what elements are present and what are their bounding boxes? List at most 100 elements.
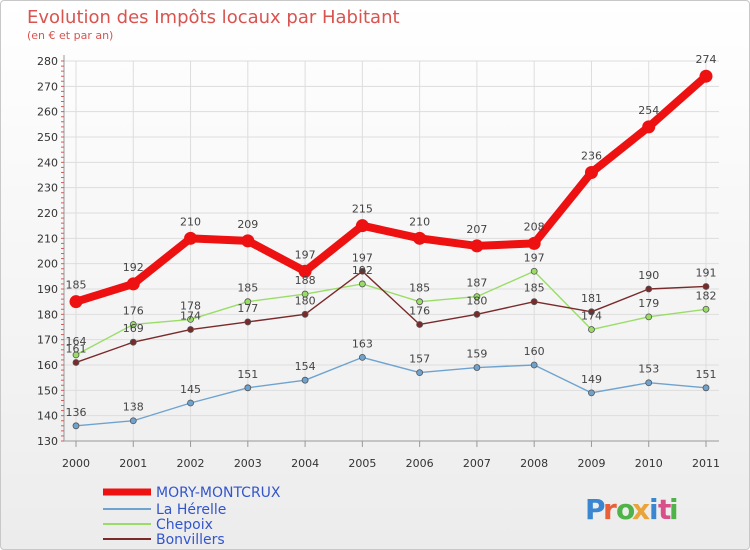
data-point xyxy=(244,318,252,326)
data-point xyxy=(244,384,252,392)
data-point xyxy=(584,165,598,179)
data-point xyxy=(530,298,538,306)
data-label: 145 xyxy=(180,383,201,396)
data-point xyxy=(645,285,653,293)
logo-letter: P xyxy=(585,493,606,526)
y-tick-label: 210 xyxy=(37,232,58,245)
series-line-bonvillers xyxy=(75,270,707,364)
data-point xyxy=(69,295,83,309)
data-label: 274 xyxy=(696,53,717,66)
data-label: 191 xyxy=(696,266,717,279)
data-point xyxy=(588,326,595,333)
data-label: 210 xyxy=(180,215,201,228)
data-label: 176 xyxy=(409,304,430,317)
data-point xyxy=(301,310,309,318)
data-label: 136 xyxy=(66,406,87,419)
data-label: 180 xyxy=(295,294,316,307)
series-line-la-h-relle xyxy=(75,356,707,427)
data-label: 181 xyxy=(581,292,602,305)
y-tick-label: 230 xyxy=(37,182,58,195)
data-point xyxy=(473,364,481,371)
data-point xyxy=(642,120,656,134)
data-point xyxy=(530,267,538,275)
data-label: 187 xyxy=(466,277,487,290)
logo-letter: i xyxy=(669,493,679,526)
y-tick-label: 160 xyxy=(37,359,58,372)
data-point xyxy=(301,376,309,384)
data-point xyxy=(588,308,595,316)
y-tick-label: 130 xyxy=(37,435,58,448)
series-lines xyxy=(69,69,713,430)
data-label: 207 xyxy=(466,223,487,236)
data-point xyxy=(530,361,538,369)
data-label: 215 xyxy=(352,203,373,216)
data-label: 180 xyxy=(466,294,487,307)
x-tick-label: 2010 xyxy=(635,457,663,470)
data-label: 182 xyxy=(696,289,717,302)
data-label: 169 xyxy=(123,322,144,335)
y-tick-label: 180 xyxy=(37,308,58,321)
data-point xyxy=(184,231,198,245)
data-label: 190 xyxy=(638,269,659,282)
y-tick-label: 190 xyxy=(37,283,58,296)
data-point xyxy=(244,298,252,306)
data-label: 159 xyxy=(466,348,487,361)
data-label: 149 xyxy=(581,373,602,386)
data-label: 161 xyxy=(66,342,87,355)
x-tick-label: 2011 xyxy=(692,457,720,470)
data-point xyxy=(702,384,710,392)
data-label: 160 xyxy=(524,345,545,358)
data-label: 185 xyxy=(524,282,545,295)
data-point xyxy=(473,310,481,318)
logo-letter: r xyxy=(603,493,617,526)
data-point xyxy=(645,379,653,387)
data-point xyxy=(72,422,80,430)
logo-letter: o xyxy=(616,493,635,526)
data-point xyxy=(645,313,653,321)
chart-subtitle: (en € et par an) xyxy=(27,29,113,42)
logo-letter: x xyxy=(632,493,650,526)
data-point xyxy=(298,264,312,278)
data-label: 197 xyxy=(295,248,316,261)
data-label: 188 xyxy=(295,274,316,287)
data-label: 185 xyxy=(409,282,430,295)
grid xyxy=(64,60,719,442)
data-point xyxy=(187,315,194,323)
data-label: 197 xyxy=(524,251,545,264)
y-tick-label: 250 xyxy=(37,131,58,144)
data-point xyxy=(187,326,194,333)
proxiti-logo: Pr oxi ti xyxy=(585,493,679,526)
data-point xyxy=(126,277,140,291)
x-tick-label: 2002 xyxy=(177,457,205,470)
y-tick-label: 260 xyxy=(37,106,58,119)
x-tick-label: 2006 xyxy=(406,457,434,470)
y-tick-label: 240 xyxy=(37,156,58,169)
y-tick-label: 150 xyxy=(37,384,58,397)
data-point xyxy=(527,236,541,250)
legend-label: Chepoix xyxy=(156,517,213,533)
data-point xyxy=(129,338,137,346)
data-label: 138 xyxy=(123,401,144,414)
data-point xyxy=(129,417,137,425)
data-point xyxy=(473,293,481,301)
data-point xyxy=(699,69,713,83)
data-label: 197 xyxy=(352,251,373,264)
y-tick-label: 200 xyxy=(37,258,58,271)
data-label: 176 xyxy=(123,304,144,317)
x-tick-label: 2005 xyxy=(348,457,376,470)
data-label: 174 xyxy=(180,310,201,323)
x-tick-label: 2008 xyxy=(520,457,548,470)
data-label: 177 xyxy=(237,302,258,315)
data-label: 157 xyxy=(409,353,430,366)
legend-label: La Hérelle xyxy=(156,502,226,518)
y-tick-label: 220 xyxy=(37,207,58,220)
legend-label: MORY-MONTCRUX xyxy=(156,485,281,501)
data-point xyxy=(416,369,424,377)
series-line-mory-montcrux xyxy=(72,72,710,306)
data-label: 154 xyxy=(295,360,316,373)
data-point xyxy=(702,305,710,313)
data-point xyxy=(588,389,595,397)
